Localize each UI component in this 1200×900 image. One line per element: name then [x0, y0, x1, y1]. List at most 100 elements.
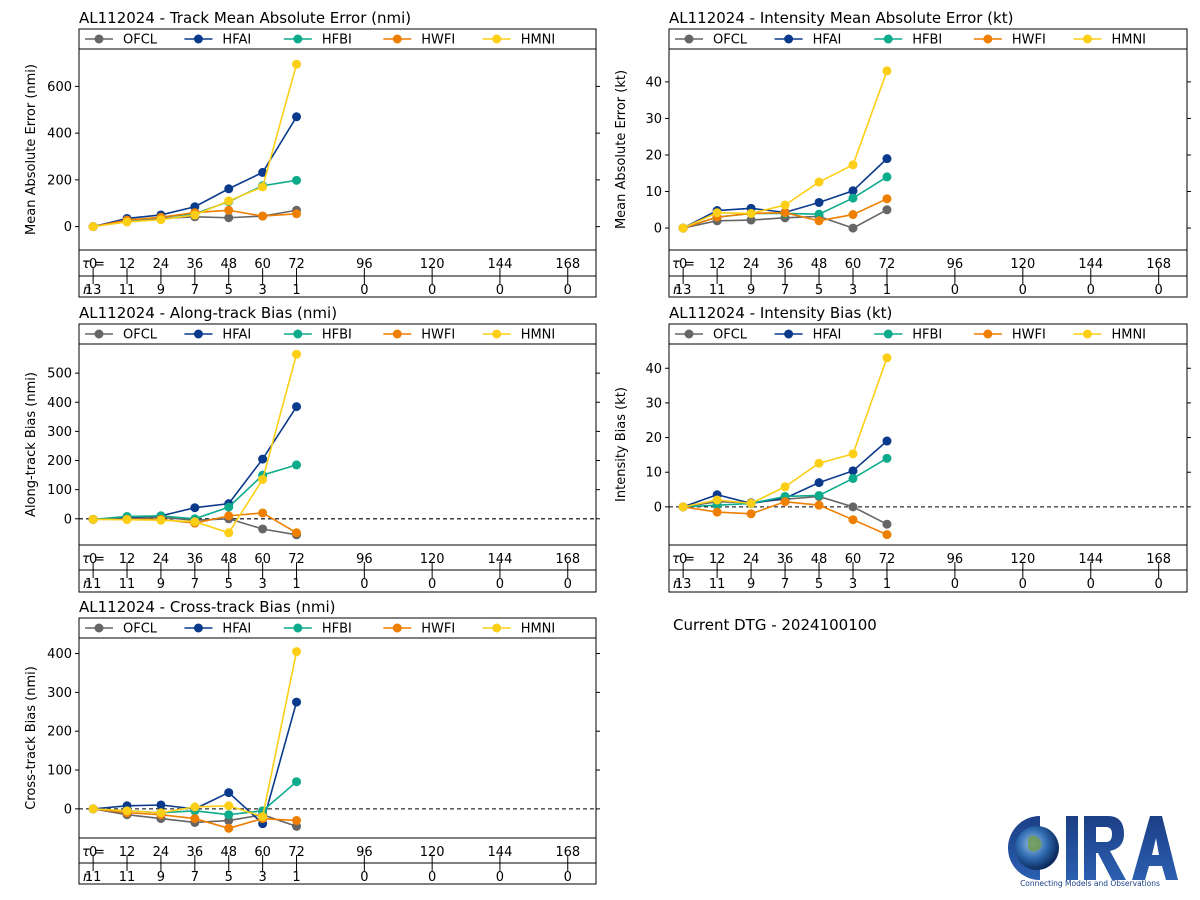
legend-label-hfai: HFAI	[222, 328, 251, 343]
data-point-hfbi	[882, 172, 892, 182]
legend-marker-ofcl	[684, 34, 694, 44]
y-tick-label: 600	[47, 80, 72, 95]
data-point-hwfi	[780, 497, 790, 507]
legend-marker-hmni	[1082, 34, 1092, 44]
data-point-ofcl	[882, 519, 892, 529]
tau-tick-label: 168	[555, 552, 580, 567]
tau-tick-label: 12	[709, 257, 726, 272]
chart-frame	[668, 323, 1188, 593]
data-point-hwfi	[848, 210, 858, 220]
y-tick-label: 500	[47, 367, 72, 382]
n-count-label: 3	[849, 283, 857, 298]
chart-title: AL112024 - Track Mean Absolute Error (nm…	[79, 9, 411, 27]
tau-label: τ =	[672, 552, 695, 567]
data-point-hmni	[746, 208, 756, 218]
n-label: n	[83, 870, 91, 885]
data-point-hfbi	[224, 502, 234, 512]
tau-tick-label: 60	[845, 552, 862, 567]
n-count-label: 0	[1087, 577, 1095, 592]
n-count-label: 9	[747, 577, 755, 592]
legend-marker-hmni	[492, 623, 502, 633]
chart-1: AL112024 - Track Mean Absolute Error (nm…	[24, 9, 600, 298]
tau-tick-label: 96	[947, 257, 964, 272]
n-count-label: 0	[360, 577, 368, 592]
tau-tick-label: 96	[356, 552, 373, 567]
legend-label-hfai: HFAI	[222, 33, 251, 48]
n-count-label: 9	[747, 283, 755, 298]
y-axis-label: Cross-track Bias (nmi)	[24, 666, 39, 810]
n-count-label: 5	[815, 283, 823, 298]
tau-tick-label: 168	[1146, 552, 1171, 567]
data-point-hmni	[122, 806, 132, 816]
y-tick-label: 0	[654, 222, 662, 237]
data-point-hmni	[780, 200, 790, 210]
legend-label-hfbi: HFBI	[912, 33, 942, 48]
tau-tick-label: 144	[488, 257, 513, 272]
data-point-hmni	[156, 215, 166, 225]
tau-tick-label: 12	[119, 845, 136, 860]
data-point-hmni	[88, 222, 98, 232]
legend-label-hfbi: HFBI	[322, 33, 352, 48]
legend-marker-hwfi	[983, 34, 993, 44]
y-tick-label: 0	[64, 220, 72, 235]
n-count-label: 0	[428, 577, 436, 592]
n-count-label: 9	[157, 577, 165, 592]
current-dtg-label: Current DTG - 2024100100	[673, 616, 877, 634]
n-count-label: 0	[1155, 283, 1163, 298]
tau-label: τ =	[82, 257, 105, 272]
legend-label-ofcl: OFCL	[123, 33, 158, 48]
data-point-hwfi	[224, 511, 234, 521]
tau-tick-label: 12	[709, 552, 726, 567]
data-point-hfai	[882, 154, 892, 164]
y-tick-label: 200	[47, 173, 72, 188]
y-tick-label: 400	[47, 396, 72, 411]
tau-tick-label: 168	[1146, 257, 1171, 272]
data-point-hfai	[292, 112, 302, 122]
legend-marker-hmni	[1082, 329, 1092, 339]
n-count-label: 0	[564, 283, 572, 298]
data-point-hwfi	[814, 500, 824, 510]
y-axis-label: Mean Absolute Error (nmi)	[24, 64, 39, 235]
n-count-label: 5	[225, 577, 233, 592]
data-point-hwfi	[882, 530, 892, 540]
tau-tick-label: 12	[119, 552, 136, 567]
data-point-hmni	[190, 517, 200, 527]
legend-label-hfbi: HFBI	[322, 328, 352, 343]
chart-frame	[78, 323, 597, 593]
n-count-label: 7	[191, 870, 199, 885]
data-point-hmni	[712, 495, 722, 505]
n-count-label: 11	[85, 870, 102, 885]
data-point-hwfi	[780, 208, 790, 218]
data-point-hmni	[678, 502, 688, 512]
tau-tick-label: 48	[220, 257, 237, 272]
tau-tick-label: 36	[187, 552, 204, 567]
y-tick-label: 300	[47, 686, 72, 701]
legend-marker-hmni	[492, 329, 502, 339]
tau-tick-label: 60	[254, 257, 271, 272]
n-count-label: 0	[360, 283, 368, 298]
data-point-hfai	[292, 697, 302, 707]
data-point-hmni	[848, 449, 858, 459]
tau-tick-label: 24	[153, 845, 170, 860]
tau-tick-label: 120	[1010, 552, 1035, 567]
data-point-hfbi	[814, 209, 824, 219]
y-tick-label: 300	[47, 425, 72, 440]
cira-logo: Connecting Models and Observations	[1000, 808, 1180, 888]
data-point-hfbi	[292, 460, 302, 470]
data-point-hfai	[258, 167, 268, 177]
tau-tick-label: 0	[89, 845, 97, 860]
data-point-hmni	[746, 498, 756, 508]
tau-tick-label: 24	[153, 257, 170, 272]
tau-tick-label: 0	[89, 552, 97, 567]
data-point-hmni	[780, 482, 790, 492]
tau-tick-label: 60	[254, 845, 271, 860]
y-tick-label: 30	[645, 112, 662, 127]
legend-marker-hmni	[492, 34, 502, 44]
tau-tick-label: 48	[811, 257, 828, 272]
data-point-hfbi	[224, 810, 234, 820]
tau-tick-label: 24	[743, 257, 760, 272]
n-count-label: 5	[225, 283, 233, 298]
chart-title: AL112024 - Cross-track Bias (nmi)	[79, 598, 336, 616]
n-count-label: 11	[85, 577, 102, 592]
data-point-hwfi	[292, 816, 302, 826]
